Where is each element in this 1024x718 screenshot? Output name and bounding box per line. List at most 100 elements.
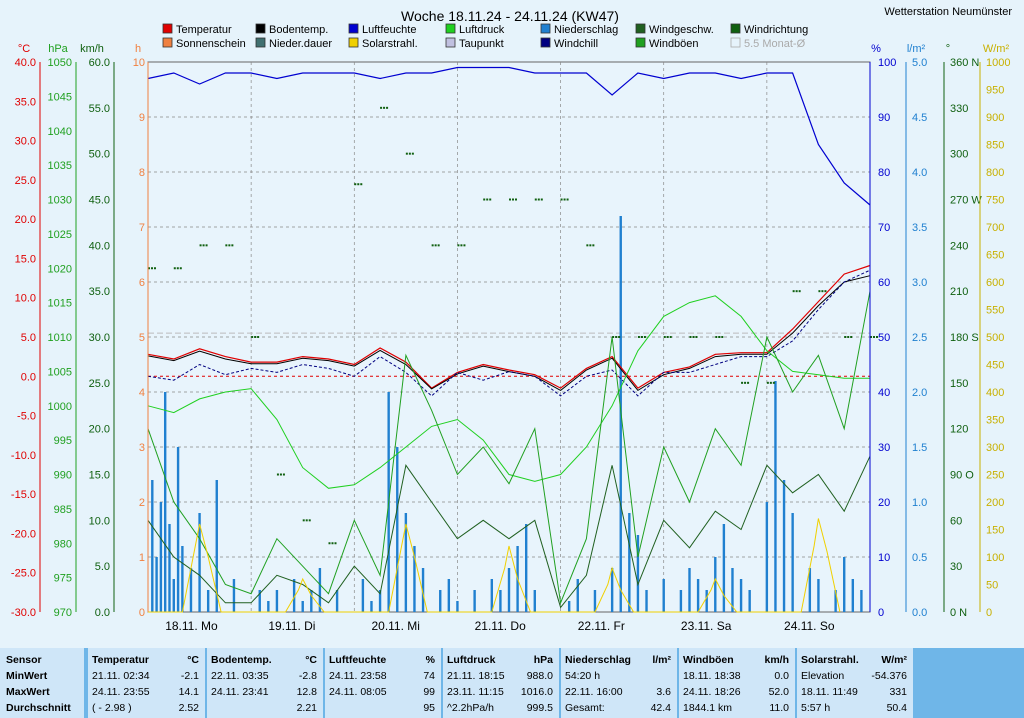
wind-direction-dot: [643, 336, 646, 338]
wind-direction-dot: [151, 267, 153, 270]
precipitation-bar: [645, 590, 648, 612]
wm2-tick-label: 300: [986, 442, 1004, 454]
stats-cell-value: 331: [889, 686, 907, 698]
wind-direction-dot: [769, 381, 772, 384]
legend-swatch: [348, 37, 359, 48]
stats-column-header: Niederschlag: [565, 654, 631, 666]
pct-tick-label: 40: [878, 387, 890, 399]
stats-cell-label: Elevation: [801, 670, 845, 682]
precipitation-bar: [817, 579, 820, 612]
wind-direction-dot: [176, 267, 179, 270]
wind-direction-dot: [847, 336, 850, 338]
station-name: Wetterstation Neumünster: [884, 6, 1012, 18]
lm2-tick-label: 1.0: [912, 497, 927, 509]
wm2-tick-label: 150: [986, 525, 1004, 537]
stats-cell-label: Gesamt:: [565, 702, 605, 714]
stats-cell-value: 988.0: [526, 670, 553, 682]
h-tick-label: 2: [139, 497, 145, 509]
series-line-solarstrahl: [148, 518, 841, 613]
h-tick-label: 1: [139, 552, 145, 564]
precipitation-bar: [774, 381, 777, 612]
stats-cell-label: 22.11. 16:00: [565, 686, 623, 698]
stats-cell-value: 95: [423, 702, 435, 714]
precipitation-bar: [722, 524, 726, 612]
precipitation-bar: [843, 557, 846, 612]
wind-direction-dot: [537, 198, 540, 201]
stats-cell-label: 23.11. 11:15: [447, 686, 504, 698]
precipitation-bar: [533, 590, 536, 612]
wind-direction-dot: [282, 473, 285, 476]
wind-direction-dot: [563, 198, 566, 201]
deg-tick-label: 270 W: [950, 195, 982, 207]
wind-direction-dot: [460, 244, 463, 247]
deg-tick-label: 90 O: [950, 470, 974, 482]
wind-direction-dot: [199, 244, 202, 247]
wind-direction-dot: [437, 244, 440, 247]
stats-cell-label: 54:20 h: [565, 670, 601, 682]
precipitation-bar: [714, 557, 717, 612]
stats-column-unit: °C: [305, 654, 317, 666]
precipitation-bar: [748, 590, 751, 612]
wind-direction-dot: [795, 290, 798, 293]
hpa-tick-label: 1035: [48, 160, 72, 172]
series-line-windchill: [147, 269, 871, 397]
precipitation-bar: [155, 557, 158, 612]
wind-direction-dot: [870, 336, 872, 338]
stats-cell-value: 999.5: [526, 702, 553, 714]
wind-direction-dot: [231, 244, 234, 247]
wind-direction-dot: [669, 336, 672, 338]
precipitation-bar: [567, 601, 571, 612]
precipitation-bar: [404, 513, 408, 612]
precipitation-bar: [765, 502, 769, 612]
legend-swatch: [445, 37, 456, 48]
precipitation-bar: [473, 590, 476, 612]
precipitation-bar: [834, 590, 837, 612]
legend-swatch: [255, 23, 266, 34]
lm2-tick-label: 5.0: [912, 57, 927, 69]
wind-direction-dot: [380, 106, 383, 109]
stats-column-header: Luftfeuchte: [329, 654, 387, 666]
wind-direction-dot: [334, 542, 337, 545]
stats-table: Sensor MinWert MaxWert Durchschnitt Temp…: [0, 648, 1024, 718]
precipitation-bar: [610, 568, 614, 612]
wind-direction-dot: [483, 198, 486, 201]
stats-cell-value: -2.8: [298, 670, 317, 682]
precipitation-bar: [198, 513, 201, 612]
day-label: 23.11. Sa: [681, 619, 732, 633]
precipitation-bar: [636, 535, 640, 612]
stats-column: Solarstrahl. W/m² Elevation -54.376 18.11. 1…: [797, 648, 913, 718]
kmh-tick-label: 50.0: [89, 149, 110, 161]
precipitation-bar: [232, 579, 236, 612]
wind-direction-dot: [615, 336, 618, 338]
kmh-tick-label: 10.0: [89, 515, 110, 527]
stats-cell-value: 0.0: [774, 670, 789, 682]
stats-column-header: Bodentemp.: [211, 654, 272, 666]
precipitation-bar: [524, 524, 528, 612]
temp-tick-label: 15.0: [15, 253, 36, 265]
kmh-tick-label: 60.0: [89, 57, 110, 69]
wind-direction-dot: [254, 336, 257, 338]
day-label: 18.11. Mo: [165, 619, 218, 633]
stats-cell-label: 24.11. 18:26: [683, 686, 741, 698]
pct-tick-label: 20: [878, 497, 890, 509]
pct-tick-label: 100: [878, 57, 896, 69]
wm2-tick-label: 950: [986, 85, 1004, 97]
stats-cell-label: ^2.2hPa/h: [447, 702, 494, 714]
temp-tick-label: 20.0: [15, 214, 36, 226]
legend-swatch: [635, 37, 646, 48]
chart-title: Woche 18.11.24 - 24.11.24 (KW47): [401, 8, 619, 24]
wind-direction-dot: [328, 542, 331, 545]
pct-tick-label: 70: [878, 222, 890, 234]
h-tick-label: 4: [139, 387, 145, 399]
precipitation-bar: [499, 590, 502, 612]
legend-swatch: [445, 23, 456, 34]
stats-column: Luftfeuchte% 24.11. 23:58 74 24.11. 08:05 99…: [325, 648, 441, 718]
precipitation-bar: [860, 590, 863, 612]
series-line-bodentemp: [147, 275, 871, 392]
stats-cell-value: 12.8: [296, 686, 317, 698]
hpa-tick-label: 1050: [48, 57, 72, 69]
legend-label: Solarstrahl.: [362, 38, 418, 50]
stats-cell-label: 21.11. 02:34: [92, 670, 150, 682]
legend-label: Sonnenschein: [176, 38, 246, 50]
hpa-tick-label: 980: [54, 538, 72, 550]
